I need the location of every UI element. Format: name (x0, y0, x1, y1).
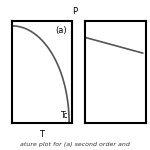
Text: (a): (a) (55, 26, 67, 35)
Text: Tc: Tc (61, 111, 69, 120)
Text: P: P (72, 7, 77, 16)
Text: T: T (39, 130, 45, 139)
Text: ature plot for (a) second order and: ature plot for (a) second order and (20, 142, 130, 147)
